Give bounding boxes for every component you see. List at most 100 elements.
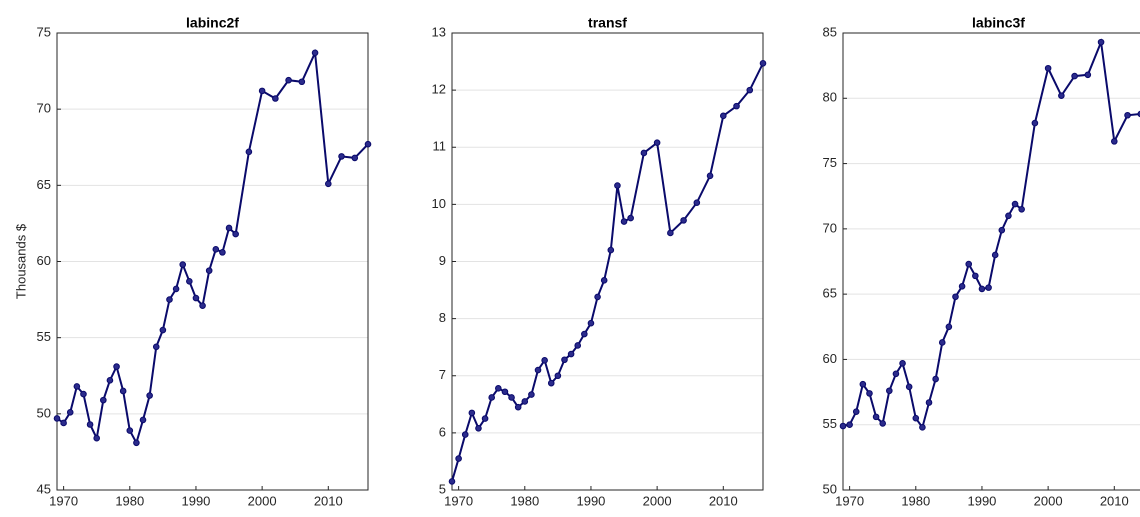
data-point bbox=[972, 272, 979, 280]
data-point bbox=[508, 394, 515, 401]
data-point bbox=[298, 78, 306, 86]
y-tick-label: 85 bbox=[823, 24, 837, 39]
data-point bbox=[998, 226, 1006, 234]
series-line bbox=[56, 49, 369, 446]
data-point bbox=[232, 230, 239, 238]
data-point bbox=[219, 249, 226, 256]
data-point bbox=[481, 415, 489, 422]
data-point bbox=[892, 370, 900, 378]
chart-title: transf bbox=[588, 15, 627, 31]
y-tick-label: 13 bbox=[432, 24, 446, 39]
y-tick-label: 60 bbox=[37, 253, 51, 268]
data-point bbox=[852, 408, 860, 415]
data-point bbox=[1137, 110, 1140, 118]
chart-title: labinc3f bbox=[972, 15, 1025, 31]
y-tick-label: 50 bbox=[823, 481, 837, 496]
y-tick-label: 7 bbox=[439, 367, 446, 382]
data-point bbox=[952, 293, 959, 301]
y-tick-label: 11 bbox=[433, 139, 447, 154]
data-point bbox=[899, 360, 906, 367]
y-tick-label: 55 bbox=[823, 416, 837, 431]
data-point bbox=[653, 139, 661, 146]
data-point bbox=[706, 172, 714, 180]
subplot: 50 55 60 65 70 75 80 85 1970 1980 1990 2000 2010 labi… bbox=[823, 15, 1140, 508]
data-point bbox=[693, 199, 701, 206]
data-point bbox=[100, 396, 107, 404]
data-point bbox=[1011, 200, 1019, 208]
x-tick-label: 1980 bbox=[115, 493, 144, 508]
data-point bbox=[733, 102, 740, 110]
data-point bbox=[839, 422, 847, 430]
y-tick-label: 65 bbox=[37, 177, 51, 192]
data-point bbox=[186, 278, 193, 285]
data-point bbox=[66, 409, 74, 416]
data-point bbox=[212, 246, 220, 253]
x-tick-label: 2010 bbox=[709, 493, 738, 508]
data-point bbox=[528, 391, 535, 398]
data-point bbox=[859, 380, 867, 388]
data-point bbox=[879, 420, 887, 427]
data-point bbox=[225, 224, 233, 232]
data-point bbox=[166, 296, 173, 303]
data-point bbox=[73, 383, 81, 390]
data-point bbox=[448, 478, 456, 485]
data-point bbox=[554, 372, 562, 380]
data-point bbox=[468, 409, 476, 417]
data-point bbox=[205, 267, 213, 274]
x-tick-label: 1980 bbox=[901, 493, 930, 508]
x-tick-label: 1990 bbox=[181, 493, 210, 508]
y-tick-label: 5 bbox=[439, 481, 446, 496]
data-point bbox=[285, 76, 292, 84]
data-point bbox=[501, 388, 509, 396]
data-point bbox=[455, 455, 462, 462]
data-point bbox=[126, 427, 134, 434]
data-point bbox=[594, 293, 601, 301]
data-point bbox=[905, 383, 913, 391]
data-point bbox=[152, 343, 160, 351]
axes-box bbox=[842, 32, 1140, 491]
subplot: 5 6 7 8 9 10 11 12 13 1970 1980 1990 2000 2010 transf bbox=[432, 15, 767, 508]
data-point bbox=[106, 377, 114, 384]
data-point bbox=[541, 357, 548, 364]
data-point bbox=[324, 180, 332, 188]
y-tick-label: 9 bbox=[439, 253, 446, 268]
data-point bbox=[1031, 119, 1039, 127]
data-point bbox=[461, 431, 469, 438]
y-tick-label: 75 bbox=[37, 24, 51, 39]
data-point bbox=[192, 294, 200, 302]
data-point bbox=[514, 403, 522, 411]
data-point bbox=[80, 390, 87, 398]
y-tick-label: 45 bbox=[37, 481, 51, 496]
y-tick-label: 70 bbox=[37, 101, 51, 116]
data-point bbox=[600, 277, 608, 284]
data-point bbox=[978, 285, 986, 293]
x-tick-label: 2010 bbox=[314, 493, 343, 508]
data-point bbox=[919, 424, 926, 431]
data-point bbox=[567, 350, 575, 358]
data-point bbox=[311, 49, 319, 57]
y-tick-label: 10 bbox=[432, 196, 446, 211]
data-point bbox=[139, 416, 147, 424]
y-tick-label: 55 bbox=[37, 329, 51, 344]
y-tick-label: 80 bbox=[823, 90, 837, 105]
y-axis-label: Thousands $ bbox=[13, 223, 28, 299]
data-point bbox=[245, 148, 253, 156]
y-tick-label: 75 bbox=[823, 155, 837, 170]
data-point bbox=[534, 366, 542, 374]
data-point bbox=[965, 260, 973, 268]
data-point bbox=[159, 326, 167, 334]
data-point bbox=[640, 149, 648, 157]
data-point bbox=[1058, 92, 1065, 99]
data-point bbox=[119, 387, 127, 395]
x-tick-label: 1970 bbox=[835, 493, 864, 508]
data-point bbox=[338, 153, 345, 160]
y-tick-label: 65 bbox=[823, 286, 837, 301]
x-tick-label: 1970 bbox=[49, 493, 78, 508]
data-point bbox=[93, 434, 101, 442]
data-point bbox=[495, 385, 502, 392]
x-tick-label: 1980 bbox=[510, 493, 539, 508]
data-point bbox=[475, 425, 482, 432]
data-point bbox=[991, 251, 999, 259]
x-tick-label: 2010 bbox=[1100, 493, 1129, 508]
data-point bbox=[146, 392, 153, 399]
